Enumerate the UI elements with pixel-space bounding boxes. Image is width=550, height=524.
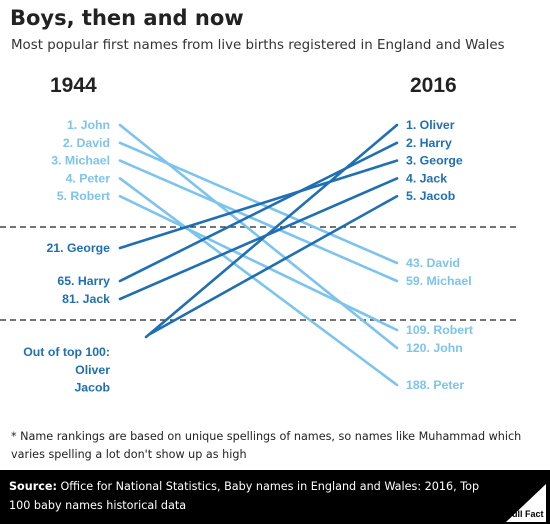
right-label-harry: 2. Harry — [406, 136, 452, 150]
left-label-harry: 65. Harry — [57, 274, 110, 288]
right-label-jacob: 5. Jacob — [406, 189, 455, 203]
source-text: Office for National Statistics, Baby nam… — [9, 480, 480, 512]
line-peter — [118, 177, 399, 387]
line-jacob — [148, 194, 399, 336]
right-label-john: 120. John — [406, 341, 463, 355]
slope-chart: 1944 2016 1. John 2. David 3. Michael 4. Pete… — [0, 74, 520, 395]
line-michael — [118, 159, 399, 283]
full-fact-logo: Full Fact — [506, 484, 546, 522]
out-of-top-100-label: Out of top 100: — [23, 345, 110, 359]
chart-title: Boys, then and now — [10, 6, 244, 30]
right-label-david: 43. David — [406, 256, 460, 270]
line-harry — [118, 141, 399, 283]
line-oliver — [144, 123, 399, 339]
left-label-john: 1. John — [67, 118, 110, 132]
left-label-peter: 4. Peter — [66, 171, 111, 185]
right-label-jack: 4. Jack — [406, 171, 447, 185]
line-jack — [118, 177, 399, 301]
right-year-header: 2016 — [410, 74, 457, 97]
right-label-michael: 59. Michael — [406, 274, 472, 288]
left-label-michael: 3. Michael — [51, 154, 110, 168]
logo-arrow-icon — [506, 484, 546, 522]
right-label-robert: 109. Robert — [406, 323, 473, 337]
chart-subtitle: Most popular first names from live birth… — [11, 38, 505, 53]
left-label-jack: 81. Jack — [62, 292, 110, 306]
left-label-george: 21. George — [46, 241, 110, 255]
source-text-block: Source: Office for National Statistics, … — [9, 477, 489, 515]
footnote: * Name rankings are based on unique spel… — [11, 430, 522, 461]
right-label-peter: 188. Peter — [406, 378, 464, 392]
line-robert — [118, 194, 399, 332]
left-label-david: 2. David — [63, 136, 110, 150]
right-label-george: 3. George — [406, 154, 463, 168]
logo-text: Full Fact — [506, 509, 543, 519]
line-george — [118, 159, 399, 250]
source-label: Source: — [9, 480, 57, 493]
left-label-oliver: Oliver — [75, 363, 110, 377]
right-label-oliver: 1. Oliver — [406, 118, 455, 132]
source-footer: Source: Office for National Statistics, … — [0, 470, 550, 524]
left-label-jacob: Jacob — [74, 381, 110, 395]
line-david — [118, 141, 399, 265]
left-year-header: 1944 — [50, 74, 97, 97]
left-label-robert: 5. Robert — [57, 189, 110, 203]
